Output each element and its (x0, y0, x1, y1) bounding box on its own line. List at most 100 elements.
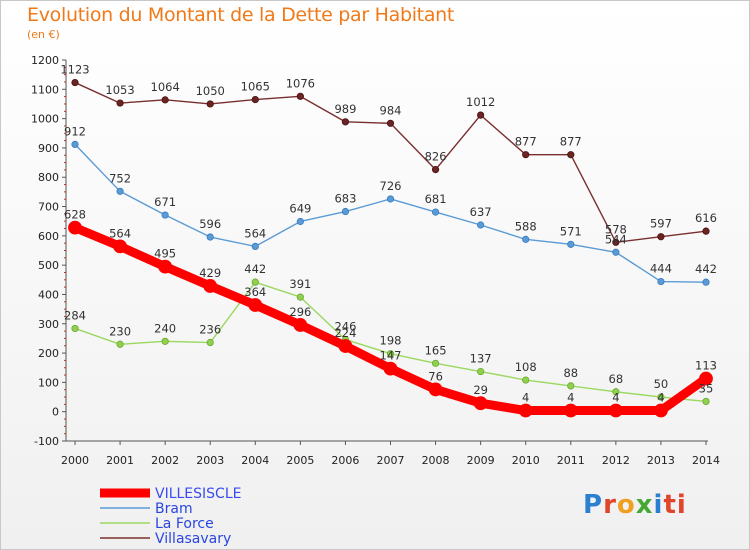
data-label: 137 (470, 352, 492, 366)
data-label: 236 (199, 323, 221, 337)
data-label: 442 (695, 262, 717, 276)
data-label: 165 (425, 343, 447, 357)
data-point (477, 221, 485, 229)
data-point (251, 95, 259, 104)
data-point (386, 350, 395, 358)
data-point (563, 403, 578, 418)
x-tick-label: 2006 (331, 454, 359, 467)
data-point (383, 361, 398, 376)
data-label: 877 (515, 135, 537, 149)
x-tick-label: 2013 (647, 454, 675, 467)
data-point (251, 242, 259, 250)
chart-title: Evolution du Montant de la Dette par Hab… (27, 4, 455, 26)
data-label: 246 (334, 320, 356, 334)
data-point (206, 100, 214, 108)
data-point (567, 151, 575, 159)
y-tick-label: 300 (38, 318, 59, 331)
data-point (477, 367, 485, 376)
data-point (612, 238, 620, 246)
x-tick-label: 2008 (422, 454, 450, 467)
data-label: 442 (244, 262, 266, 276)
data-point (654, 403, 668, 418)
y-tick-label: 100 (38, 376, 59, 389)
data-label: 224 (334, 326, 356, 340)
x-tick-label: 2011 (557, 454, 585, 467)
data-point (341, 118, 350, 126)
data-point (203, 279, 218, 293)
data-label: 4 (612, 391, 619, 405)
data-label: 564 (109, 226, 131, 240)
data-point (341, 207, 350, 216)
data-label: 284 (64, 308, 86, 322)
legend-label: Bram (155, 501, 193, 517)
data-label: 4 (657, 391, 664, 405)
data-label: 877 (560, 135, 582, 149)
data-label: 429 (199, 266, 221, 280)
data-label: 671 (154, 195, 176, 209)
data-label: 240 (154, 321, 176, 335)
legend-label: La Force (155, 516, 214, 532)
chart-axes: -100 0 100 200 300 400 500 600 700 800 900 1000 1100… (31, 54, 720, 467)
data-point (71, 140, 79, 149)
data-label: 1012 (466, 95, 495, 109)
y-tick-label: 700 (38, 201, 59, 214)
data-point (567, 382, 575, 390)
data-point (473, 396, 488, 411)
data-point (522, 235, 530, 243)
data-label: 578 (605, 222, 627, 236)
y-tick-label: 900 (38, 142, 59, 155)
x-tick-label: 2012 (602, 454, 630, 467)
data-point (477, 111, 485, 119)
data-label: 50 (654, 377, 669, 391)
data-label: 4 (522, 391, 529, 405)
data-label: 752 (109, 171, 131, 185)
x-tick-label: 2002 (151, 454, 179, 467)
data-label: 230 (109, 324, 131, 338)
data-point (161, 337, 169, 345)
data-point (251, 278, 259, 286)
legend-label: Villasavary (155, 531, 231, 547)
data-point (702, 227, 710, 235)
x-tick-label: 2000 (61, 454, 89, 467)
data-labels: 1123 1053 1064 1050 1065 1076 989 984 826 1012 877… (60, 63, 717, 405)
data-point (522, 151, 530, 159)
proxiti-logo: Proxiti (583, 490, 687, 520)
data-point (296, 92, 304, 100)
data-label: 628 (64, 208, 86, 222)
legend-label: VILLESISCLE (155, 486, 241, 502)
y-tick-label: 200 (38, 347, 59, 360)
data-label: 29 (473, 383, 488, 397)
data-label: 4 (567, 391, 574, 405)
data-label: 108 (515, 360, 537, 374)
data-point (702, 278, 710, 286)
data-point (71, 324, 79, 333)
data-label: 984 (380, 103, 402, 117)
data-label: 88 (563, 366, 578, 380)
data-point (158, 259, 173, 274)
data-point (206, 338, 214, 347)
data-point (296, 293, 304, 301)
data-point (68, 220, 82, 235)
x-tick-label: 2009 (467, 454, 495, 467)
x-tick-label: 2001 (106, 454, 134, 467)
data-label: 637 (470, 205, 492, 219)
data-point (113, 239, 127, 254)
data-label: 198 (380, 334, 402, 348)
data-point (518, 403, 533, 418)
data-label: 296 (289, 305, 311, 319)
data-label: 1123 (60, 63, 89, 77)
data-point (116, 99, 124, 107)
data-point (657, 277, 665, 286)
data-label: 495 (154, 247, 176, 261)
data-point (657, 393, 665, 401)
data-point (161, 96, 169, 104)
data-label: 1053 (105, 83, 134, 97)
series-points (68, 78, 713, 418)
data-point (431, 166, 440, 174)
y-tick-label: -100 (34, 435, 59, 448)
data-point (428, 382, 443, 397)
data-label: 726 (380, 179, 402, 193)
